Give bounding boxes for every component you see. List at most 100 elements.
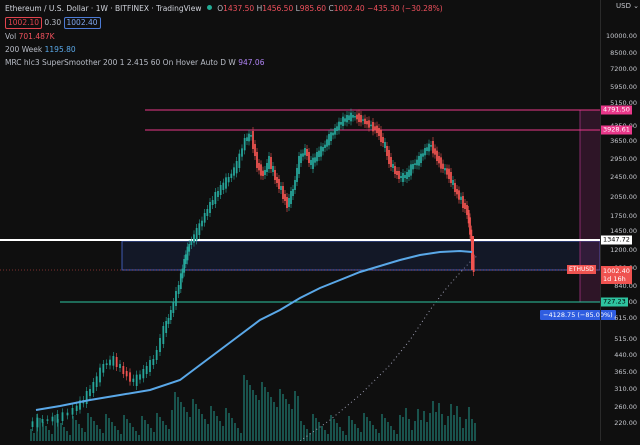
candle-body	[467, 210, 470, 224]
volume-bar	[279, 389, 281, 441]
open-value: 1437.50	[223, 4, 255, 13]
chevron-down-icon[interactable]: ⌄	[633, 2, 639, 10]
volume-bar	[255, 395, 257, 441]
candle-body	[175, 291, 177, 306]
candle-body	[270, 157, 272, 169]
low-label: L	[295, 4, 300, 13]
volume-bar	[327, 434, 329, 441]
volume-bar	[294, 391, 296, 441]
volume-bar	[210, 406, 212, 441]
volume-bar	[357, 428, 359, 441]
volume-bar	[264, 387, 266, 441]
volume-bar	[57, 419, 59, 441]
candle-body	[238, 153, 241, 168]
volume-bar	[384, 418, 386, 441]
currency-label[interactable]: USD	[616, 2, 631, 10]
low-value: 985.60	[299, 4, 327, 13]
volume-bar	[168, 429, 170, 441]
volume-bar	[78, 424, 80, 441]
candle-body	[155, 350, 158, 360]
candle-body	[462, 196, 464, 208]
trade-row: 1002.10 0.30 1002.40	[5, 17, 101, 29]
candle-body	[312, 157, 314, 169]
volume-bar	[390, 426, 392, 441]
candle-body	[290, 191, 292, 204]
candle-body	[402, 173, 404, 182]
candle-body	[400, 176, 402, 178]
volume-bar	[372, 425, 374, 441]
price-tick: 3650.00	[610, 137, 637, 145]
volume-bar	[243, 375, 245, 441]
symbol-title[interactable]: Ethereum / U.S. Dollar · 1W · BITFINEX ·…	[5, 4, 202, 13]
volume-bar	[453, 415, 455, 441]
close-value: 1002.40	[333, 4, 365, 13]
candle-body	[217, 191, 219, 197]
candle-body	[198, 223, 201, 235]
candle-body	[354, 116, 356, 118]
vol-value: 701.487K	[18, 32, 55, 41]
candle-body	[352, 115, 354, 118]
volume-bar	[261, 382, 263, 441]
price-chart-canvas[interactable]	[0, 0, 601, 442]
candle-body	[464, 203, 466, 209]
volume-bar	[465, 419, 467, 441]
candle-body	[308, 152, 310, 163]
candle-body	[292, 189, 294, 196]
volume-bar	[36, 414, 38, 441]
candle-body	[243, 138, 246, 151]
volume-bar	[42, 422, 44, 441]
candle-body	[193, 234, 195, 243]
candle-body	[145, 366, 148, 374]
bar-countdown: 1d 16h	[603, 275, 626, 283]
volume-bar	[399, 415, 401, 441]
candle-body	[203, 213, 206, 223]
candle-body	[458, 190, 460, 200]
current-price-label: 1002.40 1d 16h	[601, 266, 632, 284]
volume-bar	[93, 421, 95, 441]
candle-body	[152, 359, 155, 365]
candle-body	[172, 302, 175, 313]
ma-legend[interactable]: 200 Week 1195.80	[5, 45, 76, 55]
volume-bar	[336, 423, 338, 441]
candle-body	[41, 419, 44, 423]
candle-body	[184, 254, 187, 264]
volume-bar	[447, 416, 449, 441]
candle-body	[424, 148, 426, 156]
volume-bar	[417, 409, 419, 441]
volume-bar	[66, 431, 68, 441]
chart-pane[interactable]: Ethereum / U.S. Dollar · 1W · BITFINEX ·…	[0, 0, 616, 442]
volume-bar	[468, 407, 470, 441]
volume-bar	[96, 425, 98, 441]
volume-bar	[48, 430, 50, 441]
volume-legend[interactable]: Vol 701.487K	[5, 32, 55, 42]
candle-body	[450, 172, 452, 183]
candle-body	[195, 228, 198, 241]
price-tick: 2950.00	[610, 155, 637, 163]
volume-bar	[432, 401, 434, 441]
candle-body	[139, 374, 141, 380]
volume-bar	[426, 422, 428, 441]
volume-bar	[234, 423, 236, 441]
candle-body	[418, 156, 420, 166]
candle-body	[422, 153, 424, 157]
high-value: 1456.50	[262, 4, 294, 13]
volume-bar	[378, 433, 380, 441]
mrc-legend[interactable]: MRC hlc3 SuperSmoother 200 1 2.415 60 On…	[5, 58, 264, 68]
candle-body	[262, 170, 264, 176]
volume-bar	[450, 404, 452, 441]
volume-bar	[144, 420, 146, 441]
sell-button[interactable]: 1002.10	[5, 17, 43, 29]
candle-body	[211, 200, 214, 205]
volume-bar	[246, 380, 248, 441]
level-3928-label: 3928.61	[601, 125, 632, 135]
price-axis[interactable]: USD ⌄ 10000.00 8500.00 7200.00 5950.00 5150.…	[567, 0, 640, 441]
candle-body	[420, 153, 422, 163]
volume-bar	[393, 430, 395, 441]
buy-button[interactable]: 1002.40	[63, 17, 101, 29]
candle-body	[260, 164, 262, 176]
volume-bar	[138, 435, 140, 441]
price-tick: 7200.00	[610, 65, 637, 73]
candle-body	[298, 156, 300, 174]
volume-bar	[315, 418, 317, 441]
candle-body	[384, 142, 386, 148]
